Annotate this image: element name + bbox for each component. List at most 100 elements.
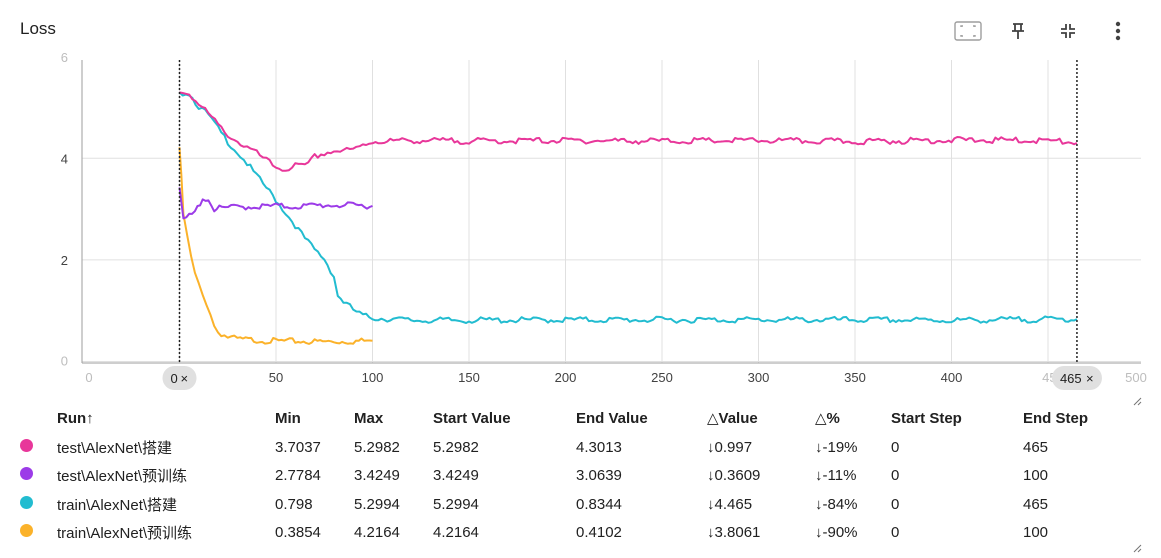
pin-icon (1012, 23, 1024, 39)
y-tick-label: 6 (61, 50, 68, 65)
column-header-delta-percent[interactable]: △% (815, 410, 840, 427)
card-toolbar (943, 15, 1143, 47)
column-header-delta-value[interactable]: △Value (707, 410, 758, 427)
delta-value: ↓4.465 (707, 495, 753, 513)
x-tick-label: 350 (844, 370, 866, 385)
min-value: 0.3854 (275, 524, 321, 542)
max-value: 5.2994 (354, 495, 400, 513)
start-value: 5.2994 (433, 495, 479, 513)
end-value: 3.0639 (576, 467, 622, 485)
chip-label: 465 (1060, 371, 1082, 386)
chip-close-icon: × (181, 371, 189, 386)
table-resize-handle[interactable] (1133, 540, 1142, 553)
x-tick-label: 200 (555, 370, 577, 385)
delta-percent: ↓-11% (815, 467, 857, 485)
min-value: 2.7784 (275, 467, 321, 485)
chip-close-icon: × (1086, 371, 1094, 386)
column-header-end-step[interactable]: End Step (1023, 409, 1089, 427)
table-row[interactable]: test\AlexNet\搭建 3.7037 5.2982 5.2982 4.3013 ↓… (20, 433, 1113, 462)
color-column-header (20, 403, 57, 433)
run-name: test\AlexNet\搭建 (57, 439, 173, 457)
runs-table: Run↑ Min Max Start Value End Value △Valu… (20, 403, 1113, 547)
more-options-button[interactable] (1093, 15, 1143, 47)
max-value: 5.2982 (354, 438, 400, 456)
start-value: 5.2982 (433, 438, 479, 456)
end-step: 465 (1023, 438, 1049, 456)
x-tick-label: 0 (85, 370, 92, 385)
resize-icon (1133, 544, 1142, 553)
column-header-run[interactable]: Run↑ (57, 409, 94, 427)
end-value: 4.3013 (576, 438, 622, 456)
series-line (178, 147, 373, 345)
x-tick-label: 400 (941, 370, 963, 385)
series-line (178, 91, 1078, 324)
pin-button[interactable] (993, 15, 1043, 47)
end-step: 100 (1023, 467, 1049, 485)
resize-icon (1133, 397, 1142, 406)
chart-series (178, 91, 1078, 345)
column-header-end-value[interactable]: End Value (576, 409, 648, 427)
delta-value: ↓0.997 (707, 438, 753, 456)
end-value: 0.4102 (576, 524, 622, 542)
column-header-start-step[interactable]: Start Step (891, 409, 962, 427)
run-color-swatch (20, 495, 33, 509)
start-step: 0 (891, 495, 900, 513)
chart-resize-handle[interactable] (1133, 393, 1142, 406)
run-color-cell (20, 490, 57, 519)
table-row[interactable]: train\AlexNet\搭建 0.798 5.2994 5.2994 0.8344 ↓… (20, 490, 1113, 519)
run-color-cell (20, 462, 57, 491)
run-color-cell (20, 433, 57, 462)
x-tick-label: 500 (1125, 370, 1147, 385)
delta-percent: ↓-19% (815, 438, 858, 456)
fit-domain-button[interactable] (943, 15, 993, 47)
min-value: 0.798 (275, 495, 313, 513)
max-value: 3.4249 (354, 467, 400, 485)
start-value: 3.4249 (433, 467, 479, 485)
chart-title: Loss (20, 19, 56, 38)
chip-background (1051, 366, 1102, 390)
range-start-chip[interactable]: 0 × (162, 366, 197, 390)
run-color-swatch (20, 467, 33, 481)
chip-label: 0 (171, 371, 178, 386)
start-step: 0 (891, 467, 900, 485)
x-tick-label: 150 (458, 370, 480, 385)
y-tick-label: 2 (61, 253, 68, 268)
y-tick-label: 4 (61, 151, 68, 166)
start-step: 0 (891, 524, 900, 542)
run-name: train\AlexNet\搭建 (57, 496, 178, 514)
run-color-cell (20, 519, 57, 548)
column-header-start-value[interactable]: Start Value (433, 409, 511, 427)
table-header-row: Run↑ Min Max Start Value End Value △Valu… (20, 403, 1113, 433)
delta-value: ↓3.8061 (707, 524, 761, 542)
collapse-button[interactable] (1043, 15, 1093, 47)
x-tick-label: 50 (269, 370, 283, 385)
run-name: test\AlexNet\预训练 (57, 468, 188, 486)
table-row[interactable]: test\AlexNet\预训练 2.7784 3.4249 3.4249 3.0639… (20, 462, 1113, 491)
table-row[interactable]: train\AlexNet\预训练 0.3854 4.2164 4.2164 0.410… (20, 519, 1113, 548)
run-color-swatch (20, 438, 33, 452)
loss-chart[interactable]: 5010015020025030035040004505000246 0×465… (0, 50, 1161, 400)
chip-background (162, 366, 197, 390)
series-line (178, 187, 373, 220)
range-end-chip[interactable]: 465 × (1051, 366, 1102, 390)
column-header-min[interactable]: Min (275, 409, 301, 427)
range-markers (178, 60, 1078, 363)
more-vert-icon (1115, 21, 1121, 41)
x-tick-label: 250 (651, 370, 673, 385)
delta-value: ↓0.3609 (707, 467, 761, 485)
min-value: 3.7037 (275, 438, 321, 456)
run-color-swatch (20, 524, 33, 538)
x-tick-label: 300 (748, 370, 770, 385)
end-step: 465 (1023, 495, 1049, 513)
run-name: train\AlexNet\预训练 (57, 525, 193, 543)
collapse-icon (1061, 24, 1075, 38)
max-value: 4.2164 (354, 524, 400, 542)
start-step: 0 (891, 438, 900, 456)
delta-percent: ↓-90% (815, 524, 858, 542)
range-chips: 0 × 465 × (162, 366, 1102, 390)
y-tick-label: 0 (61, 354, 68, 369)
chart-grid (81, 60, 1141, 364)
series-line (179, 91, 1078, 172)
end-value: 0.8344 (576, 495, 622, 513)
column-header-max[interactable]: Max (354, 409, 384, 427)
